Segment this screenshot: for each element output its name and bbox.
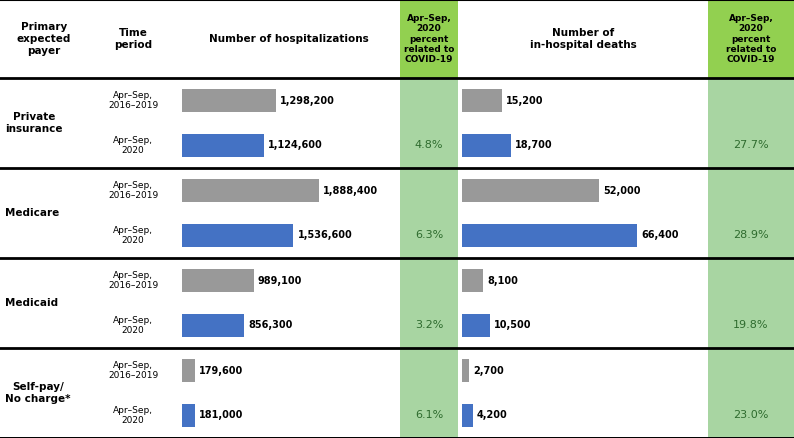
Text: Time
period: Time period xyxy=(114,28,152,50)
Text: Medicaid: Medicaid xyxy=(5,298,58,308)
Bar xyxy=(400,168,458,258)
Text: Apr–Sep,
2020
percent
related to
COVID-19: Apr–Sep, 2020 percent related to COVID-1… xyxy=(726,14,777,64)
Text: 6.3%: 6.3% xyxy=(415,230,443,240)
Text: 1,298,200: 1,298,200 xyxy=(280,95,335,106)
Bar xyxy=(708,168,794,258)
Bar xyxy=(182,134,264,157)
Text: Private
insurance: Private insurance xyxy=(5,112,63,134)
Text: 179,600: 179,600 xyxy=(199,365,243,375)
Text: 18,700: 18,700 xyxy=(515,141,553,151)
Text: Number of hospitalizations: Number of hospitalizations xyxy=(209,34,369,44)
Bar xyxy=(400,348,458,438)
Bar xyxy=(0,348,794,438)
Text: 10,500: 10,500 xyxy=(494,321,531,331)
Bar xyxy=(708,0,794,78)
Bar xyxy=(400,0,458,78)
Bar xyxy=(182,89,276,112)
Bar xyxy=(462,224,637,247)
Bar xyxy=(182,269,254,292)
Text: Medicare: Medicare xyxy=(5,208,60,218)
Text: Apr–Sep,
2020: Apr–Sep, 2020 xyxy=(113,406,153,425)
Text: 19.8%: 19.8% xyxy=(733,321,769,331)
Bar xyxy=(708,258,794,348)
Bar xyxy=(462,314,490,337)
Bar xyxy=(462,179,599,202)
Text: 1,124,600: 1,124,600 xyxy=(268,141,322,151)
Bar xyxy=(0,78,794,168)
Text: 66,400: 66,400 xyxy=(641,230,679,240)
Bar xyxy=(0,168,794,258)
Bar xyxy=(182,404,195,427)
Text: Apr–Sep,
2016–2019: Apr–Sep, 2016–2019 xyxy=(108,271,158,290)
Text: Apr–Sep,
2020
percent
related to
COVID-19: Apr–Sep, 2020 percent related to COVID-1… xyxy=(404,14,454,64)
Text: 4.8%: 4.8% xyxy=(414,141,443,151)
Text: 1,536,600: 1,536,600 xyxy=(298,230,353,240)
Text: 989,100: 989,100 xyxy=(258,276,303,286)
Text: 3.2%: 3.2% xyxy=(414,321,443,331)
Bar xyxy=(182,359,195,382)
Text: Apr–Sep,
2020: Apr–Sep, 2020 xyxy=(113,226,153,245)
Text: 15,200: 15,200 xyxy=(506,95,544,106)
Text: Apr–Sep,
2016–2019: Apr–Sep, 2016–2019 xyxy=(108,361,158,380)
Text: 4,200: 4,200 xyxy=(477,410,508,420)
Bar xyxy=(0,0,794,78)
Bar xyxy=(462,404,473,427)
Text: 27.7%: 27.7% xyxy=(733,141,769,151)
Bar xyxy=(462,134,511,157)
Text: 23.0%: 23.0% xyxy=(734,410,769,420)
Text: Apr–Sep,
2016–2019: Apr–Sep, 2016–2019 xyxy=(108,181,158,200)
Text: 2,700: 2,700 xyxy=(473,365,504,375)
Text: 8,100: 8,100 xyxy=(488,276,518,286)
Bar xyxy=(462,89,502,112)
Text: Apr–Sep,
2016–2019: Apr–Sep, 2016–2019 xyxy=(108,91,158,110)
Text: Apr–Sep,
2020: Apr–Sep, 2020 xyxy=(113,136,153,155)
Text: 52,000: 52,000 xyxy=(603,186,641,195)
Bar xyxy=(462,359,469,382)
Bar xyxy=(708,78,794,168)
Bar xyxy=(400,258,458,348)
Text: 181,000: 181,000 xyxy=(199,410,244,420)
Text: 6.1%: 6.1% xyxy=(415,410,443,420)
Text: 856,300: 856,300 xyxy=(248,321,292,331)
Bar xyxy=(462,269,484,292)
Text: 1,888,400: 1,888,400 xyxy=(323,186,378,195)
Text: Number of
in-hospital deaths: Number of in-hospital deaths xyxy=(530,28,636,50)
Text: Self-pay/
No charge*: Self-pay/ No charge* xyxy=(5,382,71,404)
Bar xyxy=(400,78,458,168)
Bar xyxy=(182,224,294,247)
Text: 28.9%: 28.9% xyxy=(733,230,769,240)
Bar xyxy=(182,179,319,202)
Bar xyxy=(0,258,794,348)
Bar xyxy=(708,348,794,438)
Text: Apr–Sep,
2020: Apr–Sep, 2020 xyxy=(113,316,153,335)
Bar xyxy=(182,314,244,337)
Text: Primary
expected
payer: Primary expected payer xyxy=(17,22,71,56)
